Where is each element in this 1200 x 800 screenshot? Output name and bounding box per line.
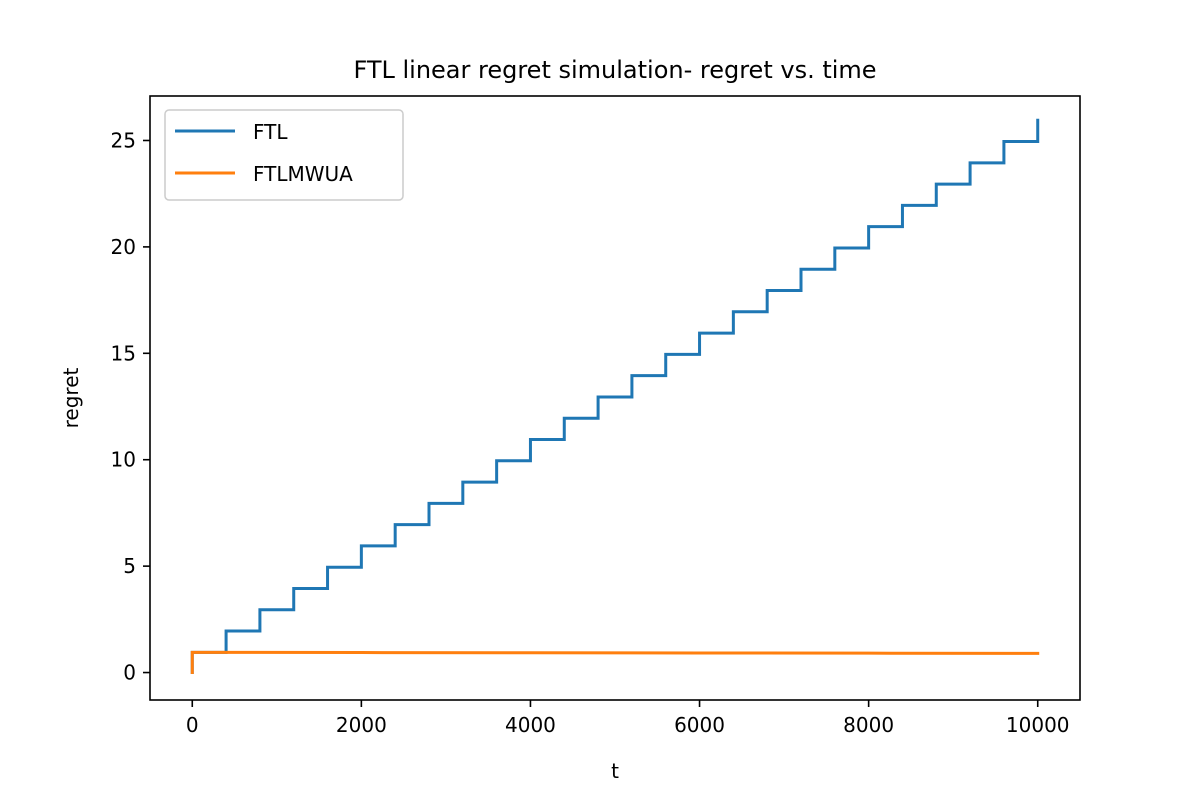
y-axis-label: regret: [59, 367, 83, 428]
series-line-ftlmwua: [190, 650, 1040, 675]
axes-border: [149, 95, 1081, 701]
y-tick-label: 15: [111, 341, 136, 365]
x-axis: 0 2000 4000 6000 8000 10000: [186, 700, 1070, 737]
x-tick-label: 6000: [674, 713, 725, 737]
y-axis: 0 5 10 15 20 25: [111, 128, 150, 685]
legend-label-ftl: FTL: [253, 120, 288, 144]
series-line-ftl: [190, 118, 1040, 675]
legend: FTL FTLMWUA: [164, 109, 404, 201]
y-tick-label: 0: [123, 661, 136, 685]
y-tick-label: 20: [111, 235, 136, 259]
chart-title: FTL linear regret simulation- regret vs.…: [353, 56, 876, 84]
series-layer: [190, 118, 1040, 675]
x-axis-label: t: [611, 759, 619, 783]
legend-label-ftlmwua: FTLMWUA: [253, 162, 353, 186]
x-tick-label: 2000: [336, 713, 387, 737]
x-tick-label: 8000: [843, 713, 894, 737]
y-tick-label: 10: [111, 448, 136, 472]
y-tick-label: 5: [123, 554, 136, 578]
y-tick-label: 25: [111, 128, 136, 152]
x-tick-label: 0: [186, 713, 199, 737]
x-tick-label: 10000: [1006, 713, 1070, 737]
x-tick-label: 4000: [505, 713, 556, 737]
